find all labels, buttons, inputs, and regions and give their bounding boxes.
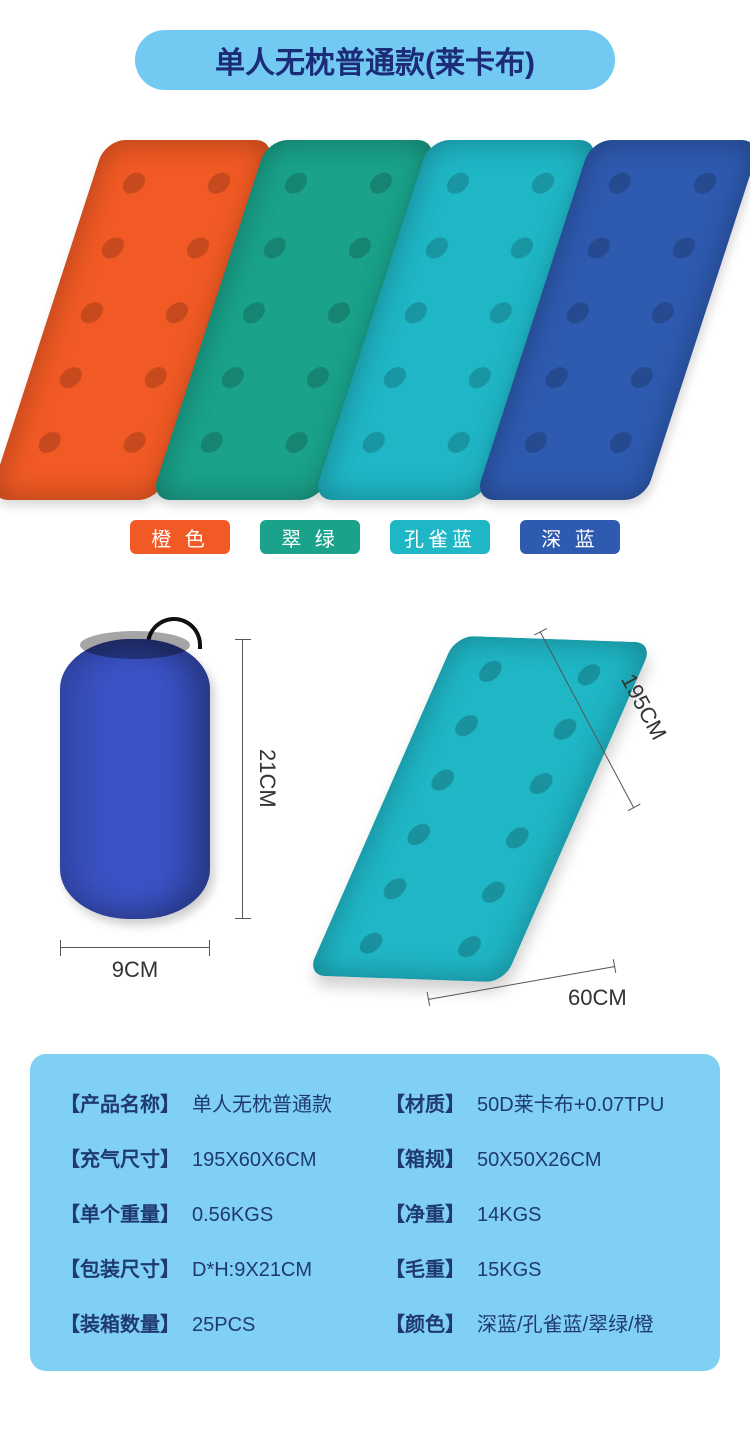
spec-label: 【颜色】 — [385, 1308, 465, 1337]
spec-row: 【颜色】 深蓝/孔雀蓝/翠绿/橙 — [385, 1308, 690, 1337]
spec-row: 【产品名称】 单人无枕普通款 — [60, 1088, 365, 1117]
bag-width-label: 9CM — [60, 957, 210, 983]
spec-row: 【装箱数量】 25PCS — [60, 1308, 365, 1337]
spec-label: 【单个重量】 — [60, 1198, 180, 1227]
color-swatch-row: 橙 色 翠 绿 孔雀蓝 深 蓝 — [0, 520, 750, 554]
spec-value: 0.56KGS — [192, 1204, 273, 1227]
spec-label: 【包装尺寸】 — [60, 1253, 180, 1282]
unrolled-mat-figure: 195CM 60CM — [340, 609, 700, 1009]
spec-row: 【净重】 14KGS — [385, 1198, 690, 1227]
spec-label: 【材质】 — [385, 1088, 465, 1117]
spec-label: 【充气尺寸】 — [60, 1143, 180, 1172]
spec-row: 【包装尺寸】 D*H:9X21CM — [60, 1253, 365, 1282]
spec-row: 【单个重量】 0.56KGS — [60, 1198, 365, 1227]
spec-row: 【充气尺寸】 195X60X6CM — [60, 1143, 365, 1172]
color-variants-row — [0, 120, 750, 500]
swatch-green: 翠 绿 — [260, 520, 360, 554]
spec-label: 【装箱数量】 — [60, 1308, 180, 1337]
bag-height-label: 21CM — [254, 749, 280, 808]
title-capsule: 单人无枕普通款(莱卡布) — [135, 30, 615, 90]
mat-width-label: 60CM — [568, 985, 627, 1011]
packed-bag — [60, 639, 210, 919]
spec-label: 【毛重】 — [385, 1253, 465, 1282]
specs-panel: 【产品名称】 单人无枕普通款 【材质】 50D莱卡布+0.07TPU 【充气尺寸… — [30, 1054, 720, 1371]
unrolled-mat — [307, 636, 653, 983]
dimensions-section: 21CM 9CM 195CM 60CM — [0, 554, 750, 1034]
spec-value: 50D莱卡布+0.07TPU — [477, 1088, 664, 1117]
spec-label: 【箱规】 — [385, 1143, 465, 1172]
spec-row: 【材质】 50D莱卡布+0.07TPU — [385, 1088, 690, 1117]
spec-label: 【产品名称】 — [60, 1088, 180, 1117]
bag-width-line — [60, 947, 210, 948]
swatch-peacock: 孔雀蓝 — [390, 520, 490, 554]
spec-value: D*H:9X21CM — [192, 1259, 312, 1282]
spec-value: 195X60X6CM — [192, 1149, 317, 1172]
spec-row: 【毛重】 15KGS — [385, 1253, 690, 1282]
spec-label: 【净重】 — [385, 1198, 465, 1227]
packed-bag-figure: 21CM 9CM — [50, 639, 310, 979]
spec-value: 单人无枕普通款 — [192, 1088, 332, 1117]
spec-value: 25PCS — [192, 1314, 255, 1337]
spec-value: 50X50X26CM — [477, 1149, 602, 1172]
spec-value: 15KGS — [477, 1259, 541, 1282]
spec-value: 14KGS — [477, 1204, 541, 1227]
swatch-orange: 橙 色 — [130, 520, 230, 554]
spec-value: 深蓝/孔雀蓝/翠绿/橙 — [477, 1308, 654, 1337]
spec-row: 【箱规】 50X50X26CM — [385, 1143, 690, 1172]
swatch-darkblue: 深 蓝 — [520, 520, 620, 554]
bag-height-line — [242, 639, 243, 919]
